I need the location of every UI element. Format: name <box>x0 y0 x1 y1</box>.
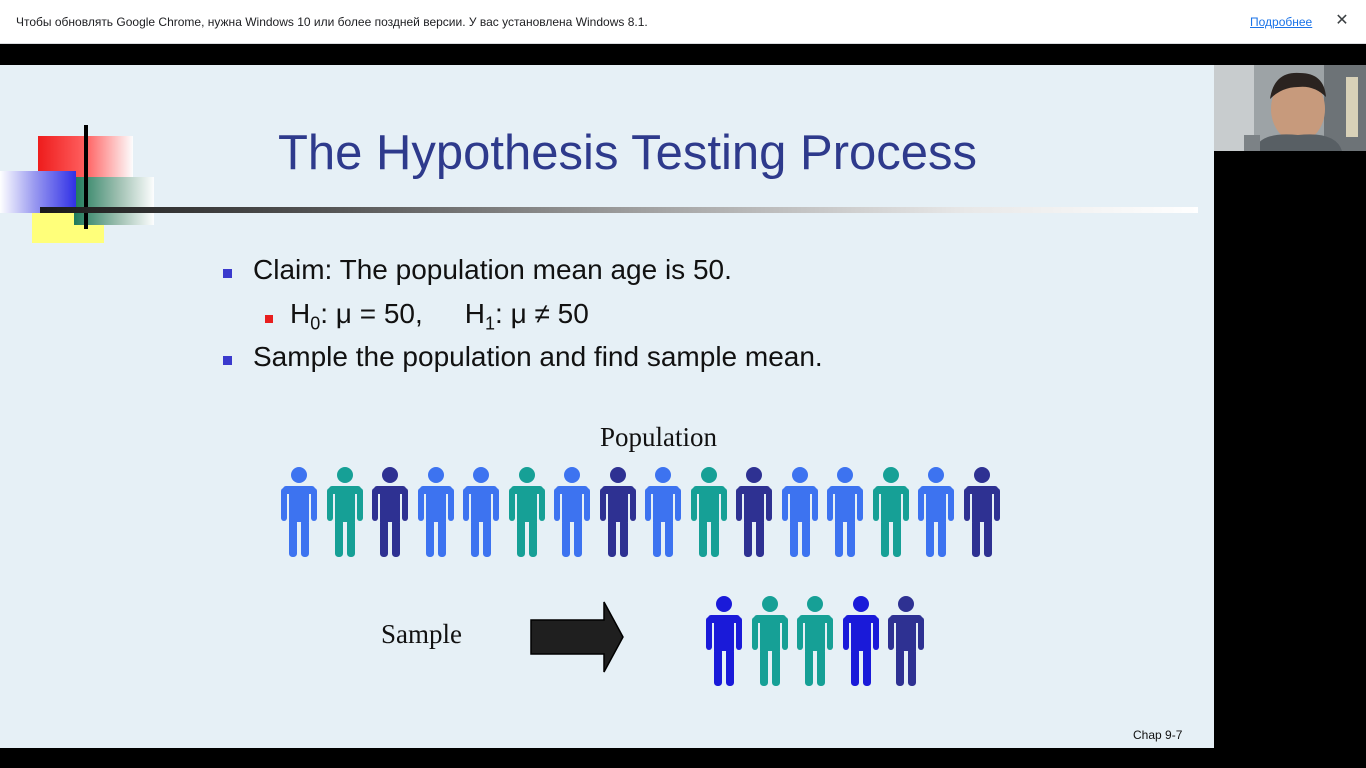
sample-bullet: Sample the population and find sample me… <box>253 341 823 372</box>
title-underline <box>40 207 1198 213</box>
population-person-icon <box>508 467 545 557</box>
population-person-icon <box>463 467 499 557</box>
bullet-marker <box>223 269 232 278</box>
population-person-icon <box>781 467 818 557</box>
population-person-icon <box>827 467 863 557</box>
population-person-icon <box>918 467 954 557</box>
population-person-icon <box>690 467 727 557</box>
sample-person-icon <box>751 596 788 686</box>
browser-infobar: Чтобы обновлять Google Chrome, нужна Win… <box>0 0 1366 44</box>
population-person-icon <box>281 467 317 557</box>
population-person-icon <box>326 467 363 557</box>
population-person-icon <box>417 467 454 557</box>
slide-title: The Hypothesis Testing Process <box>278 126 978 180</box>
sample-figures <box>0 65 1214 748</box>
webcam-video-icon <box>1214 65 1366 151</box>
sample-label: Sample <box>381 619 462 649</box>
population-person-icon <box>872 467 909 557</box>
population-label: Population <box>600 422 718 452</box>
h1-letter: H <box>464 298 486 329</box>
population-person-icon <box>645 467 681 557</box>
h0-subscript: 0 <box>310 313 321 334</box>
close-icon[interactable]: ✕ <box>1335 12 1349 29</box>
h0-letter: H <box>290 298 311 329</box>
slide-number: Chap 9-7 <box>1133 728 1183 742</box>
bullet-marker <box>223 356 232 365</box>
sample-person-icon <box>888 596 924 686</box>
sample-person-icon <box>842 596 879 686</box>
hypotheses-line: H0: μ = 50, H1: μ ≠ 50 <box>290 298 589 335</box>
h1-statement: : μ ≠ 50 <box>495 298 589 329</box>
sub-bullet-marker <box>265 315 273 323</box>
presentation-slide: The Hypothesis Testing Process Claim: Th… <box>0 65 1214 748</box>
population-person-icon <box>736 467 772 557</box>
h0-statement: : μ = 50, <box>320 298 423 329</box>
population-person-icon <box>372 467 408 557</box>
sample-person-icon <box>797 596 833 686</box>
sample-person-icon <box>706 596 742 686</box>
infobar-more-link[interactable]: Подробнее <box>1250 15 1313 29</box>
arrow-right-icon <box>530 601 624 673</box>
population-person-icon <box>599 467 636 557</box>
claim-bullet: Claim: The population mean age is 50. <box>253 254 732 285</box>
population-person-icon <box>554 467 590 557</box>
infobar-message: Чтобы обновлять Google Chrome, нужна Win… <box>16 15 648 29</box>
population-person-icon <box>963 467 1000 557</box>
population-figures <box>0 65 1214 748</box>
h1-subscript: 1 <box>485 313 496 334</box>
